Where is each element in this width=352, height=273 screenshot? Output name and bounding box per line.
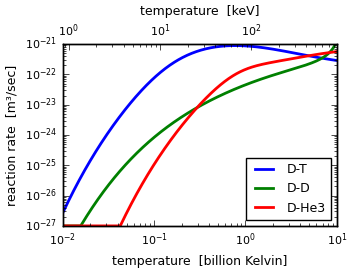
D-T [222, 44, 226, 48]
D-D [335, 39, 339, 42]
D-D [184, 112, 189, 115]
D-He3 [184, 118, 189, 121]
D-T [335, 59, 339, 62]
D-D [109, 180, 113, 183]
Line: D-D: D-D [63, 41, 337, 226]
D-T [184, 54, 189, 57]
D-He3 [244, 68, 248, 71]
D-He3 [61, 224, 65, 227]
Line: D-T: D-T [63, 46, 337, 213]
D-D [222, 92, 226, 95]
D-He3 [222, 80, 226, 84]
D-T [233, 44, 237, 47]
D-T [109, 127, 113, 130]
Y-axis label: reaction rate  [m³/sec]: reaction rate [m³/sec] [5, 64, 18, 206]
X-axis label: temperature  [billion Kelvin]: temperature [billion Kelvin] [112, 255, 288, 268]
D-D [244, 83, 248, 86]
D-T [61, 211, 65, 215]
D-D [131, 155, 135, 158]
D-D [61, 224, 65, 227]
D-T [268, 47, 272, 50]
D-He3 [267, 61, 271, 64]
D-T [131, 98, 135, 101]
Line: D-He3: D-He3 [63, 52, 337, 226]
D-He3 [109, 224, 113, 227]
D-D [267, 75, 271, 78]
Legend: D-T, D-D, D-He3: D-T, D-D, D-He3 [246, 158, 331, 220]
D-He3 [335, 50, 339, 53]
D-T [244, 44, 248, 48]
X-axis label: temperature  [keV]: temperature [keV] [140, 5, 259, 18]
D-He3 [131, 198, 135, 202]
